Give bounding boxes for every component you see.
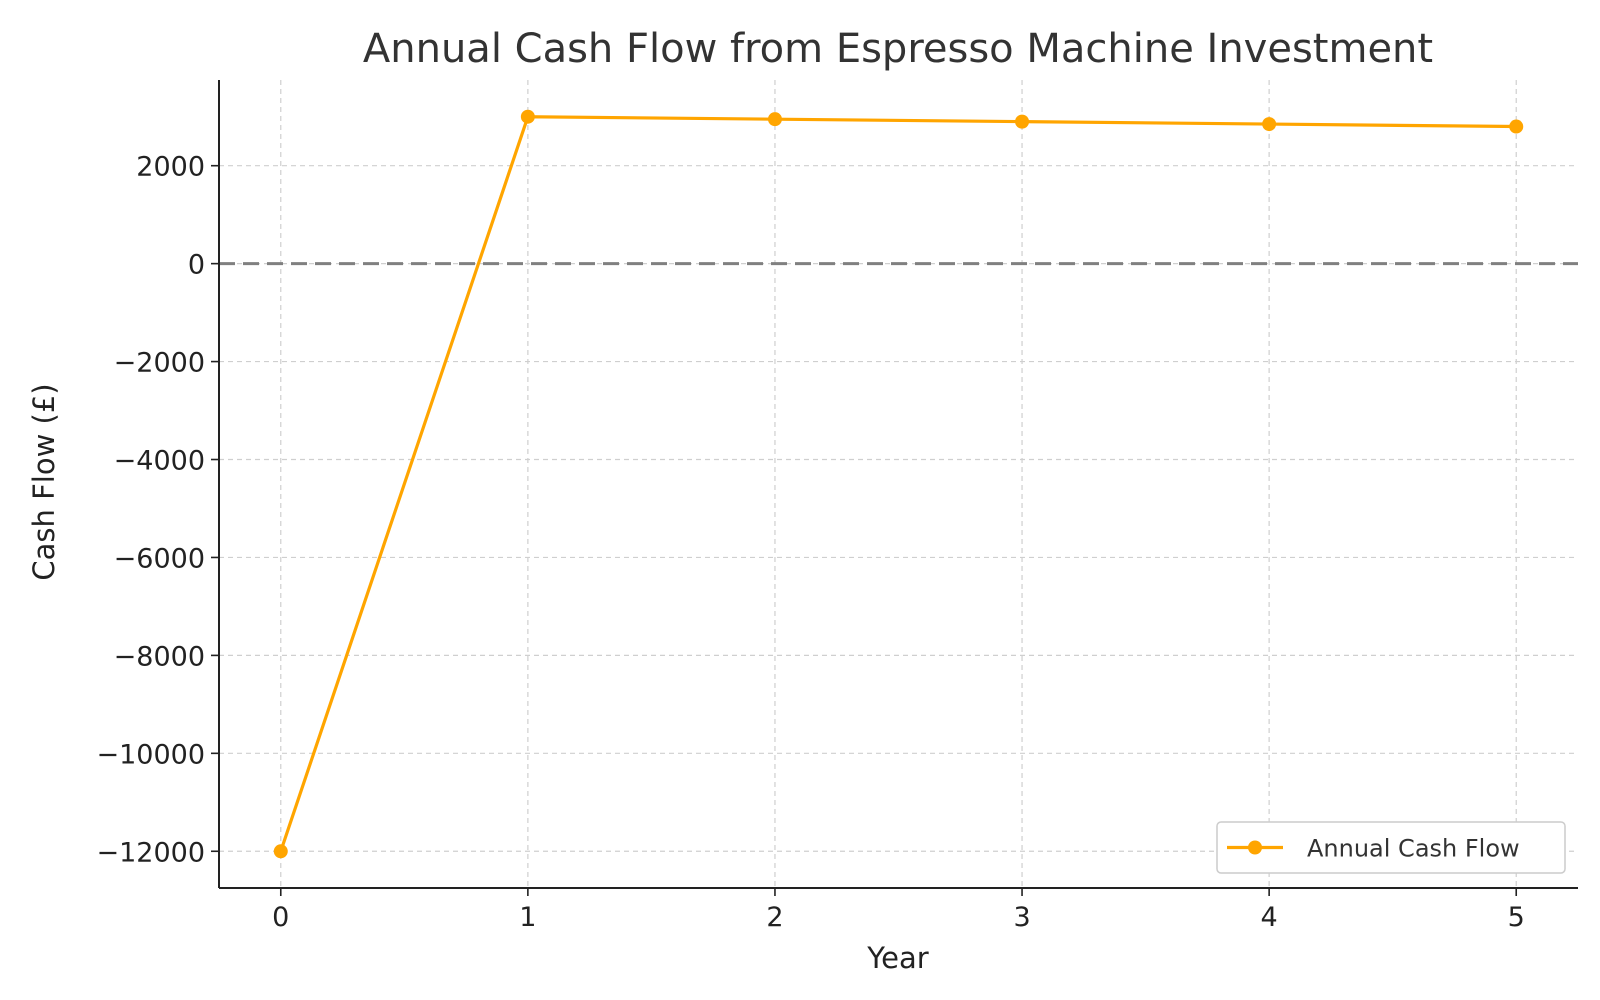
y-tick-label: −12000	[96, 837, 205, 868]
x-tick-label: 3	[1013, 902, 1030, 933]
y-tick-label: 2000	[136, 152, 205, 183]
data-point	[273, 844, 288, 859]
x-tick-label: 2	[766, 902, 783, 933]
series-layer	[273, 109, 1524, 859]
x-tick-layer: 0 1 2 3 4 5	[272, 888, 1525, 933]
y-tick-label: −10000	[96, 739, 205, 770]
grid-layer	[219, 80, 1578, 888]
y-tick-label: −4000	[114, 446, 205, 477]
y-tick-label: −6000	[114, 543, 205, 574]
x-tick-label: 1	[519, 902, 536, 933]
chart-title: Annual Cash Flow from Espresso Machine I…	[363, 26, 1433, 72]
x-axis-label: Year	[866, 941, 928, 975]
x-tick-label: 5	[1508, 902, 1525, 933]
series-line	[279, 115, 1518, 853]
y-tick-label: −8000	[114, 641, 205, 672]
x-tick-label: 4	[1261, 902, 1278, 933]
y-tick-label: 0	[188, 250, 205, 281]
data-point	[767, 112, 782, 127]
legend-label: Annual Cash Flow	[1307, 835, 1520, 863]
data-point	[1015, 114, 1030, 129]
legend-box	[1216, 821, 1566, 874]
y-tick-label: −2000	[114, 348, 205, 379]
data-point	[1262, 117, 1277, 132]
x-tick-label: 0	[272, 902, 289, 933]
y-tick-layer: 2000 0 −2000 −4000 −6000 −8000 −10000 −12000	[96, 152, 219, 868]
axes-layer	[218, 80, 1578, 889]
data-point	[1509, 119, 1524, 134]
legend: Annual Cash Flow	[1216, 821, 1566, 874]
legend-marker-swatch	[1248, 840, 1262, 855]
data-point	[520, 109, 535, 124]
y-axis-label: Cash Flow (£)	[27, 383, 61, 580]
